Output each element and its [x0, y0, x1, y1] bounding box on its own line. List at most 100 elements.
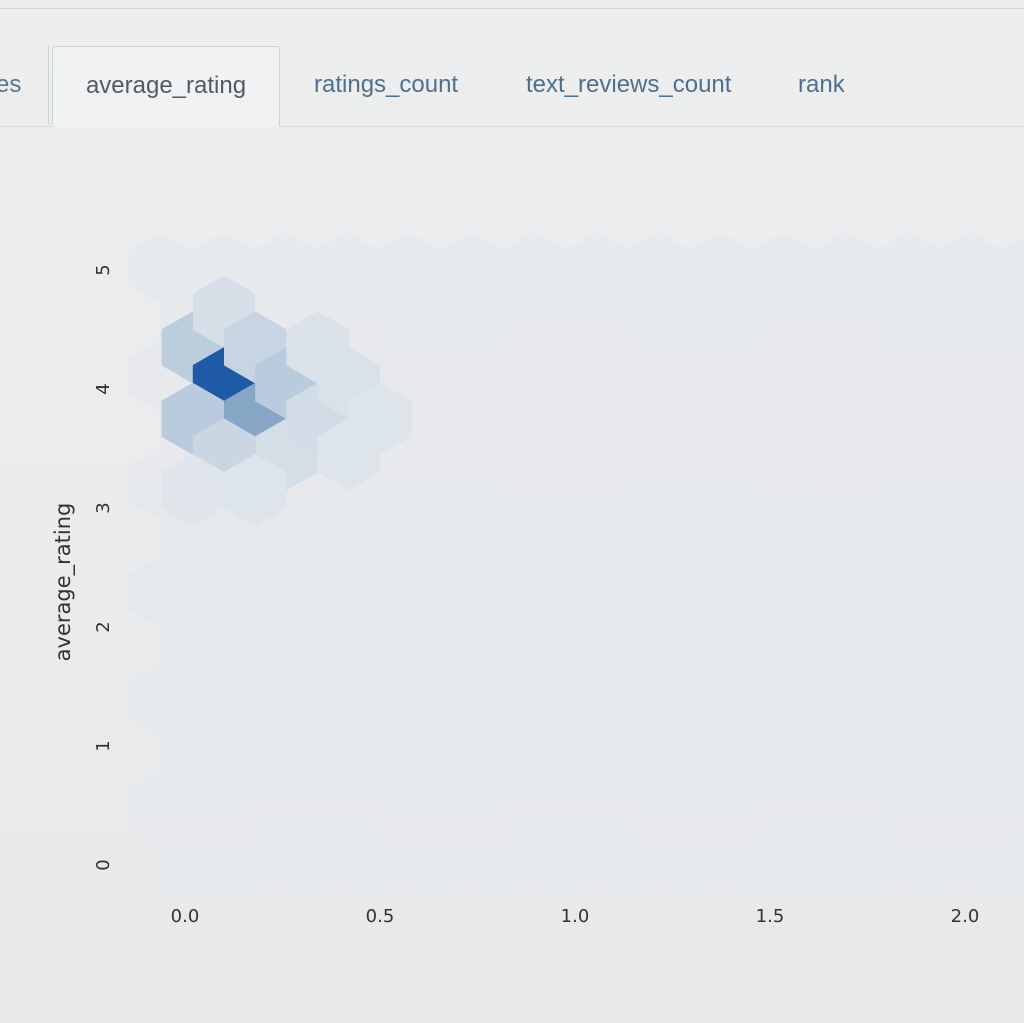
y-tick-label: 2	[93, 621, 114, 632]
hexbin-empty-cell	[939, 772, 1002, 844]
hexbin-empty-cell	[347, 502, 410, 574]
hexbin-empty-cell	[502, 556, 566, 628]
hexbin-empty-cell	[471, 610, 535, 682]
hexbin-empty-cell	[284, 502, 348, 574]
hexbin-empty-cell	[440, 448, 503, 520]
hexbin-empty-cell	[721, 394, 784, 466]
hexbin-empty-cell	[783, 502, 846, 574]
hexbin-empty-cell	[440, 340, 503, 412]
hexbin-empty-cell	[253, 664, 316, 736]
hexbin-empty-cell	[315, 664, 379, 736]
hexbin-empty-cell	[1001, 237, 1024, 299]
y-axis-ticks: 0 1 2 3 4 5	[93, 264, 114, 870]
hexbin-empty-cell	[534, 394, 597, 466]
hexbin-cell	[161, 454, 224, 527]
hexbin-empty-cell	[502, 340, 566, 412]
hexbin-empty-cell	[1001, 669, 1024, 731]
hexbin-empty-cell	[690, 664, 753, 736]
tab-rank[interactable]: rank	[798, 71, 845, 98]
hexbin-empty-cell	[970, 502, 1024, 574]
tab-ratings-count[interactable]: ratings_count	[314, 71, 459, 98]
hexbin-empty-cell	[939, 664, 1002, 736]
hexbin-empty-cell	[721, 610, 784, 682]
hexbin-empty-cell	[347, 286, 410, 358]
hexbin-empty-cell	[783, 286, 846, 358]
hexbin-empty-cell	[970, 610, 1024, 682]
hexbin-empty-cell	[409, 826, 472, 898]
hexbin-empty-cell	[191, 664, 254, 736]
x-tick-label: 0.5	[366, 906, 395, 927]
hexbin-empty-cell	[128, 664, 192, 736]
hexbin-empty-cell	[284, 826, 348, 898]
tab-average-rating[interactable]: average_rating	[52, 46, 280, 127]
hexbin-empty-cell	[534, 286, 597, 358]
hexbin-empty-cell	[877, 664, 940, 736]
hexbin-empty-cell	[471, 394, 535, 466]
hexbin-empty-cell	[877, 448, 940, 520]
hexbin-empty-cell	[627, 556, 690, 628]
hexbin-empty-cell	[284, 718, 348, 790]
hexbin-empty-cell	[721, 826, 784, 898]
hexbin-empty-cell	[160, 610, 223, 682]
hexbin-empty-cell	[160, 718, 223, 790]
hexbin-empty-cell	[471, 502, 535, 574]
hexbin-empty-cell	[565, 232, 628, 304]
hexbin-empty-cell	[627, 232, 690, 304]
hexbin-empty-cell	[471, 718, 535, 790]
hexbin-empty-cell	[970, 286, 1024, 358]
hexbin-empty-cell	[565, 664, 628, 736]
hexbin-empty-cell	[596, 394, 659, 466]
hexbin-empty-cell	[222, 826, 285, 898]
hexbin-empty-cell	[471, 286, 535, 358]
hexbin-empty-cell	[877, 232, 940, 304]
hexbin-empty-cell	[814, 556, 878, 628]
y-tick-label: 0	[93, 859, 114, 870]
hexbin-empty-cell	[222, 610, 285, 682]
hexbin-empty-cell	[222, 718, 285, 790]
hexbin-empty-cell	[409, 610, 472, 682]
hexbin-empty-cell	[783, 394, 846, 466]
y-axis-label: average_rating	[51, 503, 76, 662]
hexbin-empty-cell	[658, 394, 722, 466]
hexbin-empty-cell	[378, 664, 441, 736]
hexbin-empty-cell	[752, 232, 815, 304]
hexbin-empty-cell	[658, 502, 722, 574]
hexbin-empty-cell	[908, 610, 971, 682]
hexbin-empty-cell	[627, 772, 690, 844]
hexbin-empty-cell	[721, 502, 784, 574]
hexbin-empty-cell	[1001, 561, 1024, 623]
hexbin-empty-cell	[721, 286, 784, 358]
x-axis-ticks: 0.0 0.5 1.0 1.5 2.0	[171, 906, 980, 927]
hexbin-empty-cell	[565, 772, 628, 844]
x-tick-label: 2.0	[951, 906, 980, 927]
hexbin-empty-cell	[440, 556, 503, 628]
hexbin-empty-cell	[596, 286, 659, 358]
hexbin-empty-cell	[658, 286, 722, 358]
y-tick-label: 5	[93, 264, 114, 275]
y-tick-label: 3	[93, 502, 114, 513]
hexbin-empty-cell	[128, 772, 192, 844]
hexbin-empty-cell	[160, 826, 223, 898]
hexbin-empty-cell	[1001, 345, 1024, 407]
toolbar-strip	[0, 0, 1024, 9]
hexbin-empty-cell	[347, 718, 410, 790]
hexbin-empty-cell	[783, 826, 846, 898]
hexbin-empty-cell	[877, 772, 940, 844]
hexbin-empty-cell	[690, 340, 753, 412]
hexbin-empty-cell	[627, 664, 690, 736]
hexbin-empty-cell	[253, 556, 316, 628]
tab-text-reviews-count[interactable]: text_reviews_count	[526, 71, 732, 98]
x-tick-label: 1.5	[756, 906, 785, 927]
hexbin-empty-cell	[596, 610, 659, 682]
hexbin-empty-cell	[378, 772, 441, 844]
hexbin-empty-cell	[440, 664, 503, 736]
hexbin-empty-cell	[690, 448, 753, 520]
hexbin-cell	[224, 454, 287, 527]
hexbin-empty-cell	[783, 610, 846, 682]
hexbin-empty-cell	[128, 556, 192, 628]
hexbin-empty-cell	[690, 772, 753, 844]
hexbin-empty-cell	[253, 232, 316, 304]
hexbin-empty-cell	[440, 772, 503, 844]
tab-partial[interactable]: es	[0, 46, 49, 124]
